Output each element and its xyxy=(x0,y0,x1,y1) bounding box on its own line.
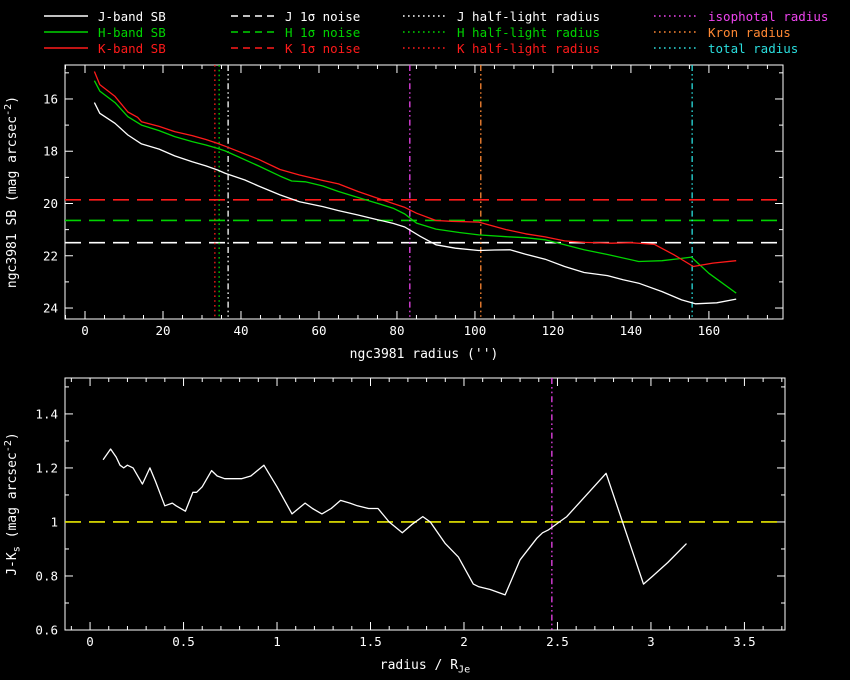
legend-entry-h-half-light-radius: H half-light radius xyxy=(402,24,600,40)
legend-entry-kron-radius: Kron radius xyxy=(653,24,828,40)
kron-radius-swatch-icon xyxy=(654,31,698,33)
x-tick-label: 3 xyxy=(647,634,655,649)
x-tick-label: 60 xyxy=(311,323,326,338)
j-half-light-radius-swatch-icon xyxy=(403,15,447,17)
x-axis-label: ngc3981 radius ('') xyxy=(350,347,499,362)
legend-entry-k-half-light-radius: K half-light radius xyxy=(402,40,600,56)
legend-column: J-band SB H-band SB K-band SB xyxy=(43,8,166,56)
x-tick-label: 1.5 xyxy=(359,634,382,649)
k-band-sb-swatch-icon xyxy=(44,47,88,49)
h-band-sb-swatch-icon xyxy=(44,31,88,33)
y-tick-label: 22 xyxy=(43,248,58,263)
y-tick-label: 20 xyxy=(43,196,58,211)
x-axis-label: radius / RJe xyxy=(380,658,470,675)
j-band-sb-curve xyxy=(93,102,737,305)
legend-label: K 1σ noise xyxy=(285,40,361,56)
x-tick-label: 3.5 xyxy=(733,634,756,649)
plot-frame xyxy=(64,64,784,320)
k-1sigma-noise-swatch-icon xyxy=(231,47,275,49)
y-tick-label: 0.6 xyxy=(35,623,58,638)
j-band-sb-swatch-icon xyxy=(44,15,88,17)
y-tick-label: 16 xyxy=(43,91,58,106)
y-tick-label: 1.4 xyxy=(35,406,58,421)
legend-label: K-band SB xyxy=(98,40,166,56)
y-tick-label: 0.8 xyxy=(35,568,58,583)
sb-profile-plot: 0 20 40 60 80 100 120 140 160 16 18 20 22 24 ngc3981 r… xyxy=(3,64,784,362)
legend-column: J half-light radius H half-light radius K … xyxy=(402,8,600,56)
legend-entry-total-radius: total radius xyxy=(653,40,828,56)
x-tick-label: 0 xyxy=(86,634,94,649)
legend-column: isophotal radius Kron radius total radius xyxy=(653,8,828,56)
x-tick-label: 120 xyxy=(542,323,565,338)
h-1sigma-noise-swatch-icon xyxy=(231,31,275,33)
legend-label: J-band SB xyxy=(98,8,166,24)
y-tick-label: 18 xyxy=(43,144,58,159)
j-ks-color-curve xyxy=(102,448,687,596)
x-tick-label: 100 xyxy=(464,323,487,338)
legend-entry-h-1sigma-noise: H 1σ noise xyxy=(230,24,360,40)
legend-label: K half-light radius xyxy=(457,40,600,56)
y-tick-label: 1 xyxy=(50,514,58,529)
y-tick-label: 1.2 xyxy=(35,460,58,475)
x-tick-label: 20 xyxy=(155,323,170,338)
legend-entry-j-band-sb: J-band SB xyxy=(43,8,166,24)
x-tick-label: 2.5 xyxy=(546,634,569,649)
k-half-light-radius-swatch-icon xyxy=(403,47,447,49)
legend-label: J half-light radius xyxy=(457,8,600,24)
legend-label: isophotal radius xyxy=(708,8,829,24)
legend-entry-h-band-sb: H-band SB xyxy=(43,24,166,40)
legend-column: J 1σ noise H 1σ noise K 1σ noise xyxy=(230,8,360,56)
color-profile-plot: 0 0.5 1 1.5 2 2.5 3 3.5 0.6 0.8 1 1.2 1.4 radius / RJ… xyxy=(3,377,786,675)
isophotal-radius-swatch-icon xyxy=(654,15,698,17)
legend-label: H 1σ noise xyxy=(285,24,361,40)
legend-label: H half-light radius xyxy=(457,24,600,40)
x-tick-label: 140 xyxy=(620,323,643,338)
k-band-sb-curve xyxy=(93,71,737,268)
x-tick-label: 0 xyxy=(81,323,89,338)
legend-entry-isophotal-radius: isophotal radius xyxy=(653,8,828,24)
y-tick-label: 24 xyxy=(43,301,58,316)
y-axis-label: ngc3981 SB (mag arcsec-2) xyxy=(3,96,20,288)
legend-entry-k-1sigma-noise: K 1σ noise xyxy=(230,40,360,56)
legend-label: total radius xyxy=(708,40,799,56)
x-tick-label: 0.5 xyxy=(172,634,195,649)
x-tick-label: 160 xyxy=(698,323,721,338)
x-tick-label: 1 xyxy=(273,634,281,649)
x-tick-label: 80 xyxy=(389,323,404,338)
h-half-light-radius-swatch-icon xyxy=(403,31,447,33)
legend-label: J 1σ noise xyxy=(285,8,361,24)
x-tick-label: 2 xyxy=(460,634,468,649)
j-1sigma-noise-swatch-icon xyxy=(231,15,275,17)
legend-label: H-band SB xyxy=(98,24,166,40)
legend-entry-j-half-light-radius: J half-light radius xyxy=(402,8,600,24)
x-tick-label: 40 xyxy=(233,323,248,338)
legend-entry-k-band-sb: K-band SB xyxy=(43,40,166,56)
y-axis-label: J-Ks (mag arcsec-2) xyxy=(3,432,22,576)
h-band-sb-curve xyxy=(93,80,737,294)
total-radius-swatch-icon xyxy=(654,47,698,49)
legend-label: Kron radius xyxy=(708,24,791,40)
legend-entry-j-1sigma-noise: J 1σ noise xyxy=(230,8,360,24)
legend: J-band SB H-band SB K-band SB J 1σ noise H 1… xyxy=(0,0,850,62)
plot-frame xyxy=(64,377,786,631)
